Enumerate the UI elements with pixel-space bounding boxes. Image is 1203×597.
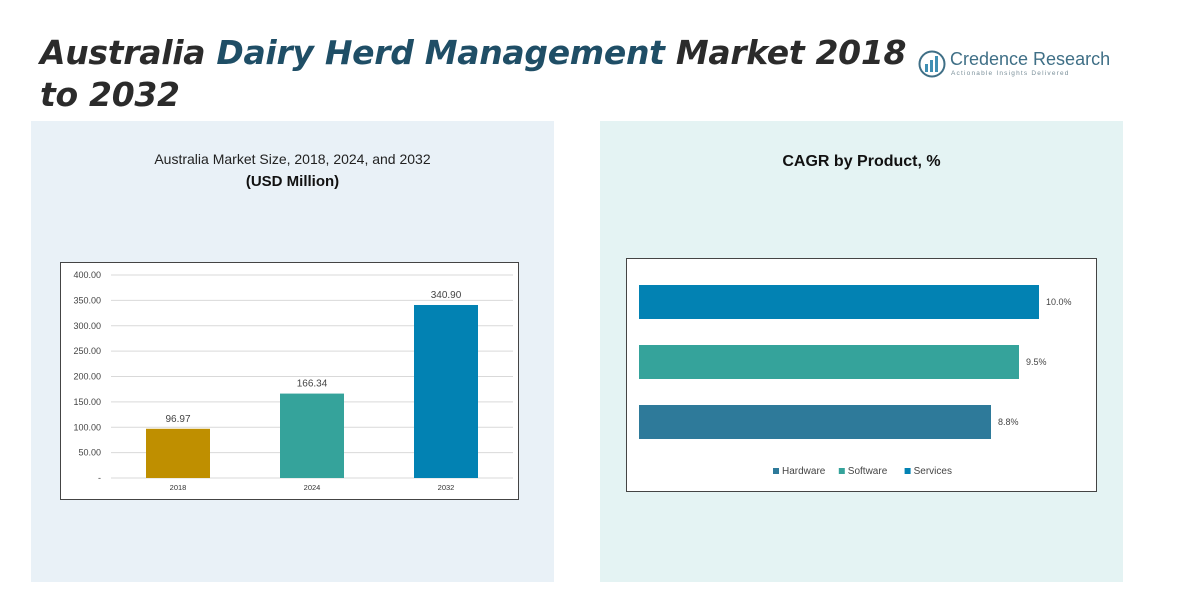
logo-tagline: Actionable Insights Delivered bbox=[951, 70, 1070, 77]
market-size-bar-chart: - 50.00 100.00 150.00 200.00 250.00 300.00 350.… bbox=[73, 270, 513, 492]
legend-swatch-hardware bbox=[773, 468, 779, 474]
bar-software bbox=[639, 345, 1019, 379]
x-tick-label: 2032 bbox=[438, 483, 455, 492]
bar-value-label: 166.34 bbox=[297, 379, 328, 390]
logo-icon bbox=[918, 50, 946, 78]
y-tick-label: 400.00 bbox=[73, 270, 101, 280]
y-tick-label: 150.00 bbox=[73, 397, 101, 407]
legend-label-hardware: Hardware bbox=[782, 466, 826, 477]
title-part-2: Dairy Herd Management bbox=[216, 33, 665, 72]
bar-2018 bbox=[146, 428, 210, 478]
page-title: Australia Dairy Herd Management Market 2… bbox=[40, 32, 920, 116]
bar-value-label: 9.5% bbox=[1026, 357, 1047, 367]
cagr-title: CAGR by Product, % bbox=[782, 153, 941, 170]
bar-value-label: 10.0% bbox=[1046, 297, 1072, 307]
credence-research-logo: Credence Research Actionable Insights De… bbox=[918, 48, 1118, 84]
title-part-1: Australia bbox=[40, 33, 217, 72]
legend-label-software: Software bbox=[848, 466, 888, 477]
bar-2024 bbox=[280, 393, 344, 478]
cagr-chart: 10.0% 9.5% 8.8% Hardware Software Services bbox=[626, 258, 1097, 492]
logo-name: Credence Research bbox=[950, 49, 1111, 69]
title-part-3: Market 2018 to 2032 bbox=[40, 33, 907, 114]
legend-swatch-services bbox=[904, 468, 911, 474]
y-tick-label: 200.00 bbox=[73, 372, 101, 382]
bar-value-label: 8.8% bbox=[998, 417, 1019, 427]
bar-value-label: 96.97 bbox=[165, 414, 190, 425]
y-tick-label: 250.00 bbox=[73, 346, 101, 356]
bar-2032 bbox=[414, 304, 478, 478]
x-tick-label: 2018 bbox=[170, 483, 187, 492]
y-tick-label: 100.00 bbox=[73, 422, 101, 432]
y-tick-label: - bbox=[98, 473, 101, 483]
y-tick-label: 300.00 bbox=[73, 321, 101, 331]
y-tick-label: 350.00 bbox=[73, 295, 101, 305]
market-size-subtitle: (USD Million) bbox=[245, 173, 340, 190]
bar-value-label: 340.90 bbox=[431, 290, 462, 301]
y-tick-label: 50.00 bbox=[78, 448, 101, 458]
market-size-title: Australia Market Size, 2018, 2024, and 2… bbox=[154, 151, 431, 167]
x-tick-label: 2024 bbox=[304, 483, 321, 492]
market-size-chart: - 50.00 100.00 150.00 200.00 250.00 300.00 350.… bbox=[60, 262, 519, 500]
bar-services bbox=[639, 285, 1039, 319]
legend-label-services: Services bbox=[914, 466, 952, 477]
cagr-bar-chart: 10.0% 9.5% 8.8% Hardware Software Services bbox=[639, 285, 1072, 477]
bar-hardware bbox=[639, 405, 991, 439]
legend-swatch-software bbox=[838, 468, 845, 474]
